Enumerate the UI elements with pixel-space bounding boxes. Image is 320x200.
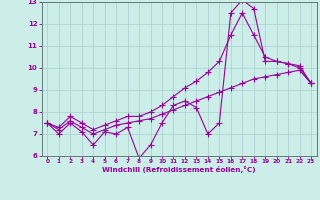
X-axis label: Windchill (Refroidissement éolien,°C): Windchill (Refroidissement éolien,°C) (102, 166, 256, 173)
